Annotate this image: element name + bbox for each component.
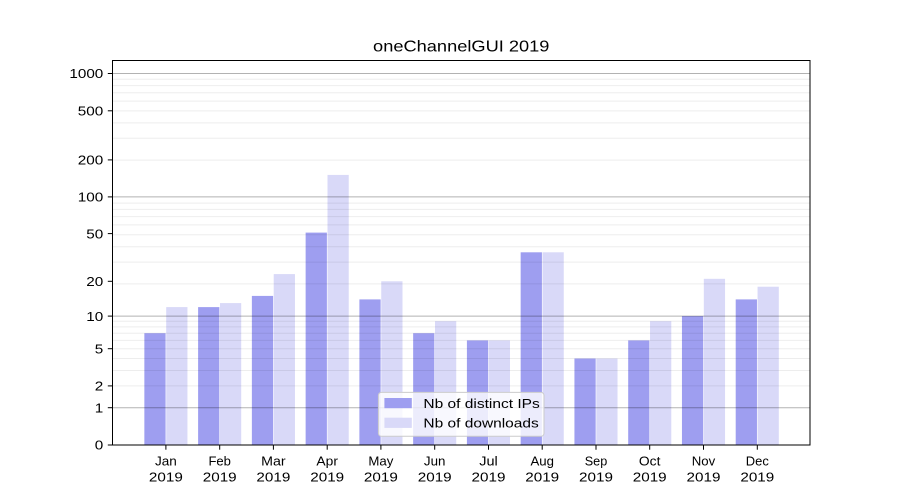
svg-text:Jan: Jan [155,453,177,468]
svg-text:2019: 2019 [472,469,506,484]
svg-text:oneChannelGUI 2019: oneChannelGUI 2019 [373,39,550,56]
svg-text:500: 500 [78,104,104,119]
svg-text:Nov: Nov [692,453,716,468]
svg-text:Apr: Apr [316,453,338,468]
svg-text:Jul: Jul [479,453,498,468]
svg-text:Jun: Jun [424,453,446,468]
svg-text:2019: 2019 [633,469,667,484]
svg-text:Nb of downloads: Nb of downloads [423,416,539,431]
svg-text:2: 2 [95,379,104,394]
svg-text:Oct: Oct [639,453,661,468]
svg-text:2019: 2019 [364,469,398,484]
svg-text:2019: 2019 [579,469,613,484]
svg-text:10: 10 [86,309,103,324]
svg-text:Feb: Feb [208,453,231,468]
svg-text:May: May [368,453,393,468]
svg-text:50: 50 [86,226,103,241]
svg-text:1: 1 [95,400,104,415]
svg-text:Mar: Mar [261,453,286,468]
svg-text:1000: 1000 [69,66,103,81]
svg-text:0: 0 [95,438,104,453]
svg-text:20: 20 [86,274,103,289]
svg-text:2019: 2019 [203,469,237,484]
svg-text:Aug: Aug [530,453,554,468]
svg-text:2019: 2019 [687,469,721,484]
svg-text:2019: 2019 [740,469,774,484]
svg-text:Nb of distinct IPs: Nb of distinct IPs [423,396,540,411]
svg-text:200: 200 [78,153,104,168]
svg-text:100: 100 [78,190,104,205]
svg-text:2019: 2019 [256,469,290,484]
svg-text:5: 5 [95,341,104,356]
svg-text:2019: 2019 [525,469,559,484]
svg-text:2019: 2019 [418,469,452,484]
svg-text:Dec: Dec [746,453,769,468]
svg-text:2019: 2019 [310,469,344,484]
svg-text:2019: 2019 [149,469,183,484]
svg-text:Sep: Sep [585,453,608,468]
